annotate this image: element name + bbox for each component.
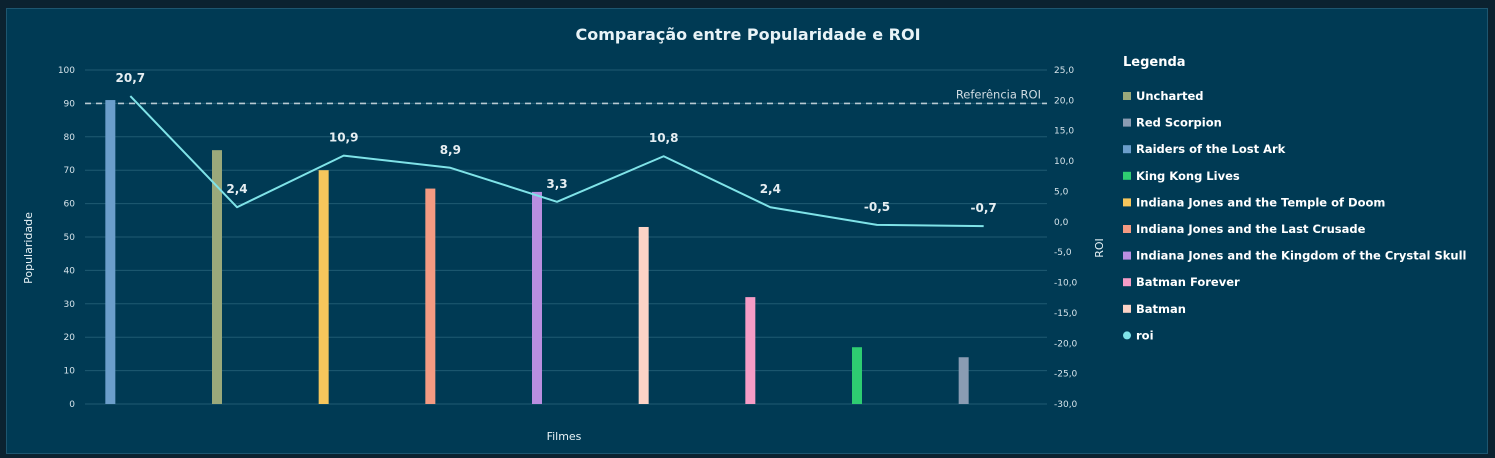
roi-data-label: -0,5	[864, 200, 890, 214]
legend-item[interactable]: roi	[1136, 328, 1154, 342]
y2-tick-label: -30,0	[1054, 400, 1078, 410]
legend-item[interactable]: Batman Forever	[1136, 275, 1240, 289]
legend: Legenda Uncharted Red Scorpion Raiders of t…	[1123, 55, 1466, 342]
legend-swatch	[1123, 118, 1131, 127]
roi-data-label: 3,3	[546, 177, 567, 191]
bar[interactable]	[958, 357, 969, 404]
y2-tick-label: 25,0	[1054, 66, 1074, 76]
bar[interactable]	[852, 347, 862, 404]
bar[interactable]	[532, 191, 542, 404]
reference-line-label: Referência ROI	[956, 87, 1041, 101]
y-tick-label: 60	[64, 200, 76, 210]
legend-item[interactable]: Red Scorpion	[1136, 116, 1222, 130]
y-tick-label: 10	[64, 367, 76, 377]
legend-swatch	[1123, 225, 1131, 233]
y2-tick-label: 0,0	[1054, 218, 1069, 228]
bar[interactable]	[745, 297, 756, 404]
y2-tick-label: -5,0	[1054, 248, 1072, 258]
y-axis-title: Popularidade	[22, 212, 35, 284]
y2-tick-label: 10,0	[1054, 157, 1074, 167]
legend-item[interactable]: Batman	[1136, 302, 1186, 316]
roi-data-label: 10,8	[649, 131, 679, 145]
legend-swatch	[1123, 251, 1131, 260]
legend-swatch	[1123, 145, 1131, 154]
legend-swatch	[1123, 92, 1131, 100]
legend-title: Legenda	[1123, 55, 1186, 70]
y-tick-label: 70	[64, 166, 76, 176]
y2-tick-label: -25,0	[1054, 370, 1078, 380]
bar[interactable]	[425, 188, 436, 404]
legend-item[interactable]: Indiana Jones and the Kingdom of the Cry…	[1136, 249, 1466, 263]
y2-tick-label: -10,0	[1054, 279, 1078, 289]
bar[interactable]	[318, 170, 329, 404]
roi-data-label: 2,4	[760, 182, 781, 196]
y-tick-label: 30	[64, 300, 76, 310]
bar[interactable]	[638, 226, 649, 404]
roi-data-label: 20,7	[116, 71, 146, 85]
y2-tick-label: 20,0	[1054, 96, 1074, 106]
y2-tick-label: -15,0	[1054, 309, 1078, 319]
chart-panel: Comparação entre Popularidade e ROI Refe…	[6, 8, 1488, 454]
legend-swatch	[1123, 171, 1131, 180]
legend-item[interactable]: Uncharted	[1136, 89, 1204, 103]
roi-data-label: 10,9	[329, 131, 359, 145]
y2-axis-title: ROI	[1093, 238, 1106, 258]
roi-line	[129, 95, 984, 228]
y2-tick-label: -20,0	[1054, 339, 1078, 349]
bar[interactable]	[212, 150, 222, 404]
legend-swatch	[1123, 198, 1131, 207]
legend-swatch	[1123, 278, 1131, 287]
chart-title: Comparação entre Popularidade e ROI	[575, 25, 920, 44]
y2-tick-label: 15,0	[1054, 127, 1074, 137]
legend-item[interactable]: Indiana Jones and the Temple of Doom	[1136, 195, 1385, 209]
roi-data-label: 2,4	[226, 182, 247, 196]
x-axis-title: Filmes	[547, 430, 582, 443]
legend-marker	[1123, 331, 1131, 340]
y-tick-label: 50	[64, 233, 76, 243]
y-tick-label: 90	[64, 99, 76, 109]
legend-item[interactable]: King Kong Lives	[1136, 169, 1240, 183]
y-tick-label: 0	[69, 400, 75, 410]
chart: Comparação entre Popularidade e ROI Refe…	[22, 25, 1466, 443]
y-tick-label: 80	[64, 133, 76, 143]
legend-swatch	[1123, 304, 1131, 313]
y2-tick-label: 5,0	[1054, 187, 1069, 197]
y-tick-label: 40	[64, 266, 76, 276]
roi-data-label: -0,7	[971, 201, 997, 215]
y-tick-label: 100	[58, 66, 75, 76]
roi-data-label: 8,9	[440, 143, 461, 157]
legend-item[interactable]: Raiders of the Lost Ark	[1136, 142, 1286, 156]
bar[interactable]	[105, 100, 116, 404]
legend-item[interactable]: Indiana Jones and the Last Crusade	[1136, 222, 1366, 236]
y-tick-label: 20	[64, 333, 76, 343]
